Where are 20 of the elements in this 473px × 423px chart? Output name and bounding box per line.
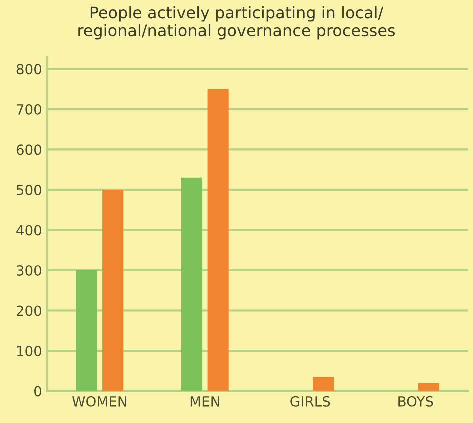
- y-tick-label: 500: [17, 184, 42, 196]
- y-tick-label: 300: [16, 265, 42, 276]
- y-tick-label: 100: [17, 346, 42, 356]
- y-tick-label: 600: [16, 144, 42, 156]
- bar: [76, 270, 98, 392]
- bar: [418, 383, 440, 392]
- bar: [313, 377, 334, 392]
- y-tick-label: 400: [16, 225, 42, 236]
- x-tick-label: GIRLS: [290, 396, 330, 407]
- bar: [102, 190, 124, 392]
- x-tick-label: WOMEN: [72, 396, 126, 407]
- x-tick-label: BOYS: [398, 396, 434, 407]
- bar: [208, 89, 229, 392]
- y-tick-label: 700: [17, 104, 42, 115]
- y-tick-label: 200: [16, 306, 42, 316]
- x-tick-label: MEN: [190, 396, 220, 407]
- chart-title: People actively participating in local/ regional/national governance processes: [78, 6, 396, 40]
- y-tick-label: 800: [16, 64, 42, 75]
- y-tick-label: 0: [34, 386, 42, 397]
- bar: [181, 178, 203, 392]
